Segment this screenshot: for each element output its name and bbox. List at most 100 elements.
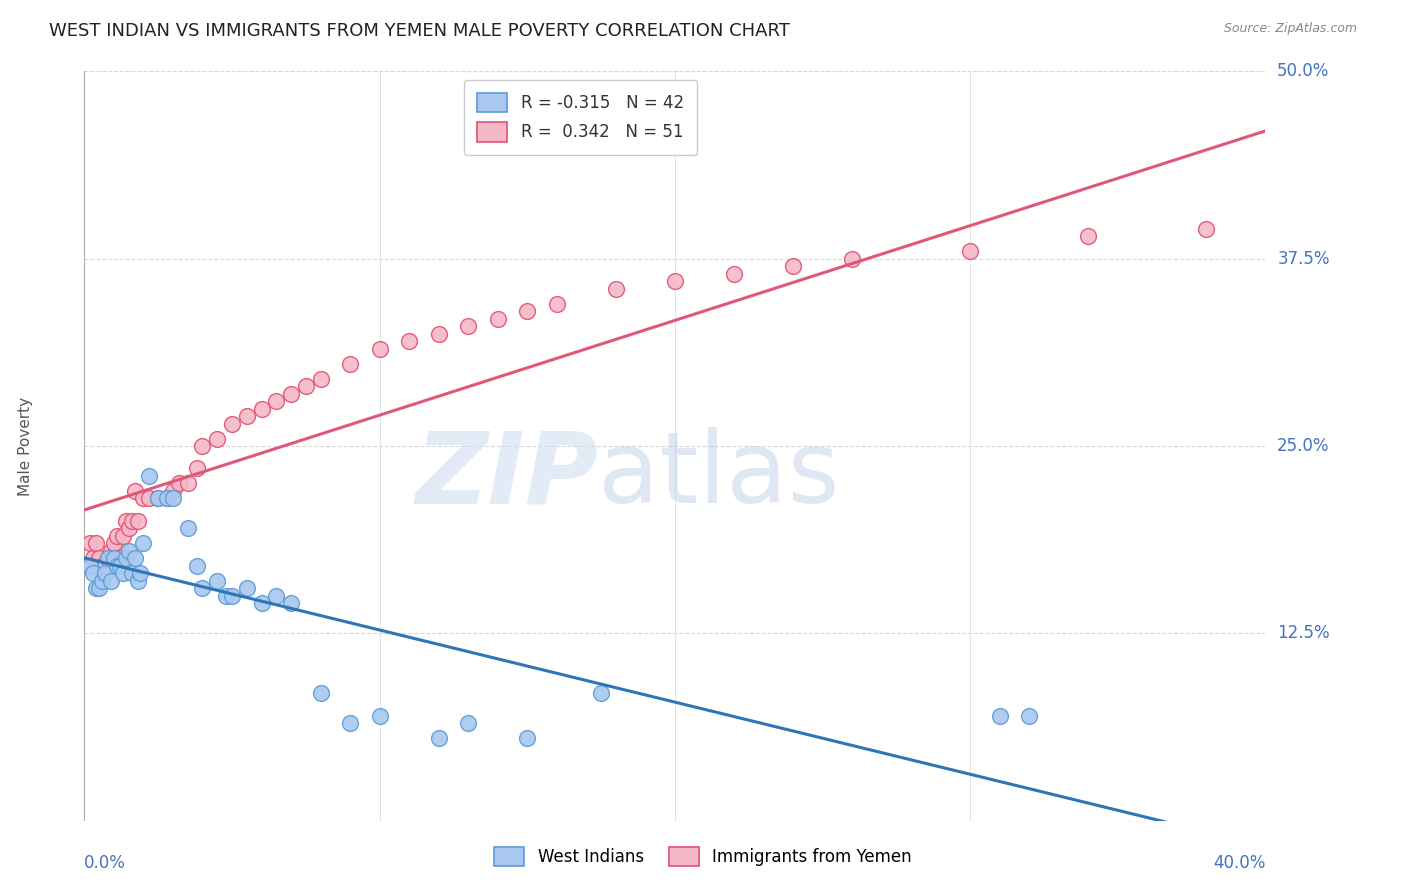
- Point: [368, 342, 391, 356]
- Text: WEST INDIAN VS IMMIGRANTS FROM YEMEN MALE POVERTY CORRELATION CHART: WEST INDIAN VS IMMIGRANTS FROM YEMEN MAL…: [49, 22, 790, 40]
- Point: [664, 274, 686, 288]
- Point: [162, 491, 184, 506]
- Point: [87, 551, 111, 566]
- Point: [486, 311, 509, 326]
- Point: [516, 731, 538, 746]
- Point: [124, 551, 146, 566]
- Point: [207, 574, 229, 588]
- Point: [605, 282, 627, 296]
- Point: [368, 708, 391, 723]
- Point: [591, 686, 613, 700]
- Point: [84, 536, 107, 550]
- Point: [266, 394, 288, 409]
- Point: [280, 386, 302, 401]
- Text: 12.5%: 12.5%: [1277, 624, 1330, 642]
- Point: [250, 401, 273, 416]
- Text: Source: ZipAtlas.com: Source: ZipAtlas.com: [1223, 22, 1357, 36]
- Point: [457, 716, 479, 731]
- Point: [339, 716, 361, 731]
- Point: [427, 731, 450, 746]
- Point: [79, 558, 101, 573]
- Point: [121, 514, 143, 528]
- Point: [82, 566, 104, 581]
- Point: [114, 514, 136, 528]
- Point: [105, 529, 128, 543]
- Point: [114, 551, 136, 566]
- Text: 25.0%: 25.0%: [1277, 437, 1330, 455]
- Point: [118, 521, 141, 535]
- Point: [221, 589, 243, 603]
- Point: [132, 491, 155, 506]
- Point: [782, 259, 804, 273]
- Text: ZIP: ZIP: [415, 427, 598, 524]
- Text: 0.0%: 0.0%: [84, 854, 127, 871]
- Point: [148, 491, 170, 506]
- Point: [177, 521, 200, 535]
- Point: [427, 326, 450, 341]
- Point: [148, 491, 170, 506]
- Point: [1195, 221, 1218, 235]
- Point: [103, 551, 125, 566]
- Point: [250, 596, 273, 610]
- Point: [167, 476, 190, 491]
- Point: [124, 483, 146, 498]
- Text: atlas: atlas: [598, 427, 839, 524]
- Point: [132, 536, 155, 550]
- Point: [97, 551, 120, 566]
- Point: [94, 558, 117, 573]
- Point: [103, 536, 125, 550]
- Point: [100, 574, 122, 588]
- Point: [1018, 708, 1040, 723]
- Point: [1077, 229, 1099, 244]
- Point: [97, 551, 120, 566]
- Point: [138, 469, 160, 483]
- Point: [546, 296, 568, 310]
- Point: [111, 529, 134, 543]
- Point: [138, 491, 160, 506]
- Point: [339, 357, 361, 371]
- Point: [398, 334, 420, 348]
- Point: [108, 558, 131, 573]
- Point: [100, 544, 122, 558]
- Point: [221, 417, 243, 431]
- Legend: R = -0.315   N = 42, R =  0.342   N = 51: R = -0.315 N = 42, R = 0.342 N = 51: [464, 79, 697, 155]
- Point: [309, 371, 332, 385]
- Point: [121, 566, 143, 581]
- Point: [309, 686, 332, 700]
- Point: [215, 589, 238, 603]
- Point: [105, 558, 128, 573]
- Point: [82, 551, 104, 566]
- Text: 37.5%: 37.5%: [1277, 250, 1330, 268]
- Point: [723, 267, 745, 281]
- Point: [516, 304, 538, 318]
- Point: [280, 596, 302, 610]
- Point: [457, 319, 479, 334]
- Point: [177, 476, 200, 491]
- Point: [186, 461, 208, 475]
- Point: [91, 558, 114, 573]
- Point: [118, 544, 141, 558]
- Point: [186, 558, 208, 573]
- Point: [988, 708, 1011, 723]
- Point: [129, 566, 152, 581]
- Point: [236, 409, 259, 423]
- Point: [84, 582, 107, 596]
- Point: [91, 574, 114, 588]
- Point: [959, 244, 981, 259]
- Point: [266, 589, 288, 603]
- Point: [79, 536, 101, 550]
- Point: [236, 582, 259, 596]
- Text: 50.0%: 50.0%: [1277, 62, 1330, 80]
- Point: [108, 551, 131, 566]
- Point: [295, 379, 318, 393]
- Text: 40.0%: 40.0%: [1213, 854, 1265, 871]
- Point: [156, 491, 179, 506]
- Text: Male Poverty: Male Poverty: [18, 396, 32, 496]
- Point: [94, 566, 117, 581]
- Legend: West Indians, Immigrants from Yemen: West Indians, Immigrants from Yemen: [486, 838, 920, 875]
- Point: [191, 582, 214, 596]
- Point: [87, 582, 111, 596]
- Point: [111, 566, 134, 581]
- Point: [156, 491, 179, 506]
- Point: [841, 252, 863, 266]
